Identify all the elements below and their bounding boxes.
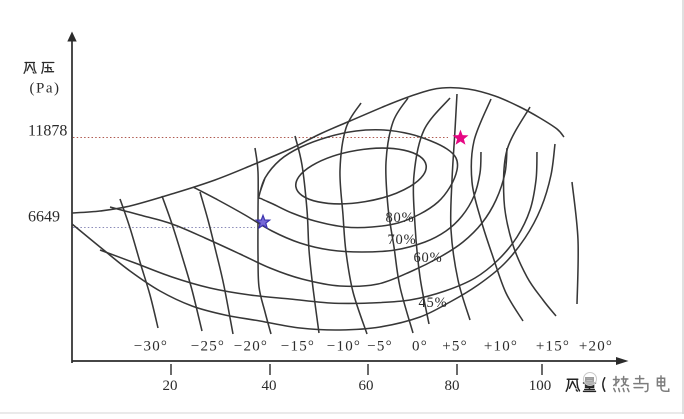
svg-text:−5°: −5° [367, 339, 393, 355]
svg-text:40: 40 [262, 378, 277, 394]
svg-text:60%: 60% [414, 250, 443, 266]
svg-text:100: 100 [529, 378, 552, 394]
svg-text:45%: 45% [419, 295, 448, 311]
svg-text:+20°: +20° [579, 339, 613, 355]
svg-text:6649: 6649 [28, 209, 60, 226]
svg-text:−10°: −10° [327, 339, 361, 355]
svg-text:80%: 80% [386, 210, 415, 226]
svg-text:−25°: −25° [191, 339, 225, 355]
svg-text:−20°: −20° [234, 339, 268, 355]
svg-text:+10°: +10° [484, 339, 518, 355]
svg-text:(Pa): (Pa) [30, 81, 61, 97]
svg-text:11878: 11878 [28, 123, 67, 140]
svg-text:20: 20 [163, 378, 178, 394]
svg-text:−30°: −30° [134, 339, 168, 355]
svg-text:−15°: −15° [281, 339, 315, 355]
svg-text:+5°: +5° [442, 339, 468, 355]
svg-text:70%: 70% [388, 232, 417, 248]
svg-text:+15°: +15° [536, 339, 570, 355]
svg-text:0°: 0° [412, 339, 428, 355]
svg-text:80: 80 [445, 378, 460, 394]
svg-text:60: 60 [359, 378, 374, 394]
